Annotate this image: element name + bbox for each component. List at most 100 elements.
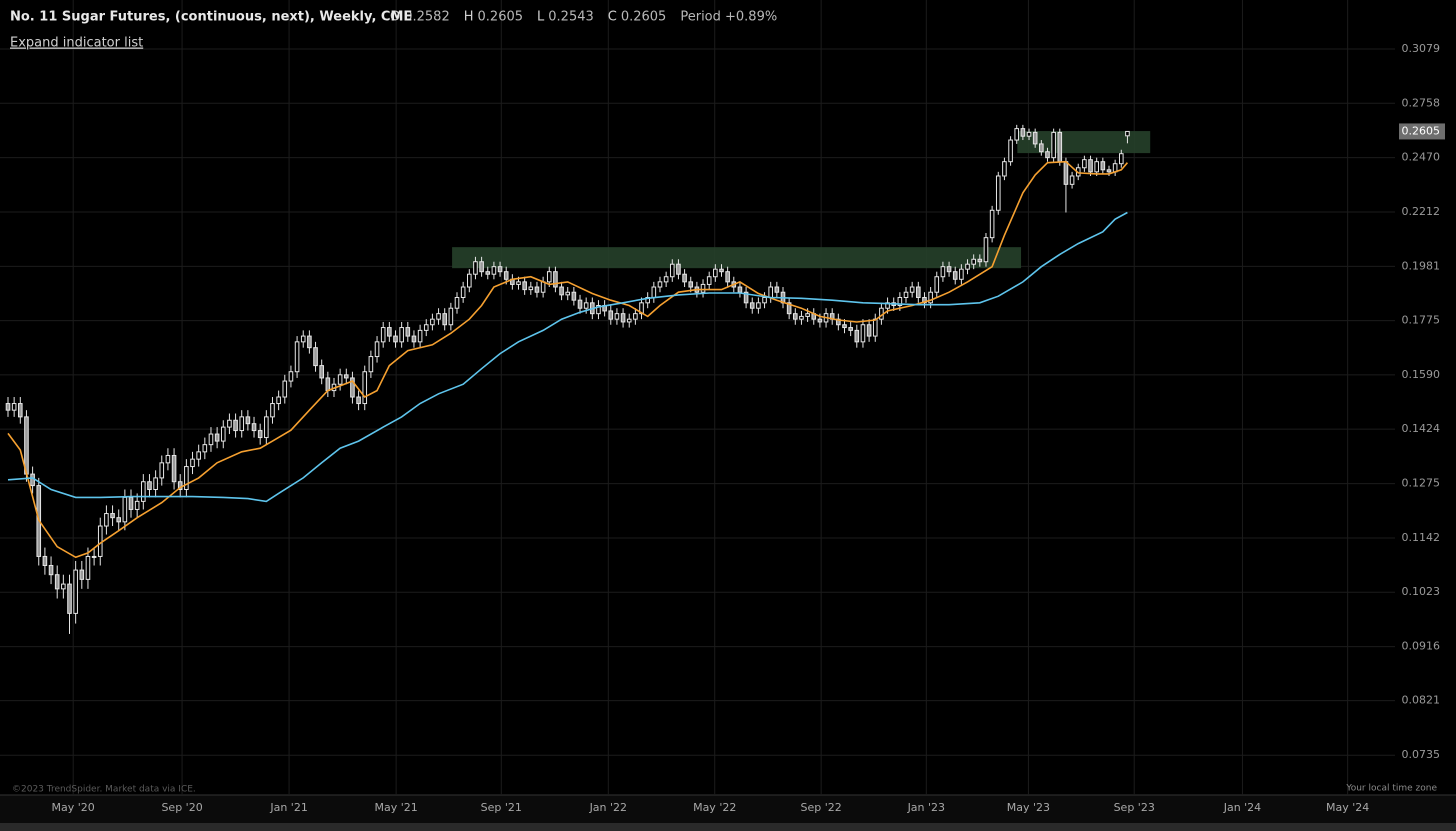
- candle-body: [1014, 128, 1020, 141]
- candle-body: [319, 365, 324, 379]
- y-tick-label: 0.2212: [1402, 205, 1441, 218]
- y-tick-label: 0.1023: [1402, 585, 1441, 598]
- candle-body: [565, 291, 571, 296]
- candle-body: [614, 313, 620, 320]
- copyright: ©2023 TrendSpider. Market data via ICE.: [12, 785, 196, 795]
- candle-body: [393, 335, 398, 343]
- candle-body: [700, 283, 706, 293]
- candle-body: [946, 266, 952, 273]
- candle-body: [546, 271, 552, 283]
- candle-body: [479, 261, 484, 273]
- y-tick-label: 0.1981: [1402, 259, 1441, 272]
- candle-body: [147, 481, 152, 490]
- candle-body: [190, 458, 195, 468]
- candle-body: [866, 324, 872, 337]
- candle-body: [399, 327, 404, 343]
- candle-body: [786, 302, 792, 315]
- candle-body: [1020, 128, 1026, 137]
- candle-body: [307, 335, 312, 349]
- candle-body: [1125, 130, 1130, 137]
- candle-body: [5, 403, 11, 411]
- x-tick-label: Sep '21: [481, 801, 522, 814]
- candle-body: [817, 318, 823, 323]
- candle-body: [854, 329, 860, 343]
- candle-body: [528, 286, 534, 291]
- ohlc-label: H: [464, 10, 474, 25]
- candle-body: [467, 273, 472, 288]
- candle-body: [61, 583, 66, 590]
- candle-body: [356, 396, 361, 405]
- candle-body: [737, 286, 743, 293]
- candle-body: [651, 286, 657, 299]
- candle-body: [706, 276, 712, 285]
- x-tick-label: May '21: [374, 801, 417, 814]
- y-tick-label: 0.0916: [1402, 640, 1441, 653]
- candle-body: [503, 271, 509, 280]
- x-tick-label: Jan '23: [907, 801, 945, 814]
- candle-body: [805, 313, 810, 317]
- candle-body: [995, 175, 1001, 211]
- x-tick-label: Jan '24: [1223, 801, 1261, 814]
- candle-body: [165, 454, 171, 464]
- x-tick-label: Jan '21: [269, 801, 307, 814]
- candle-body: [952, 271, 958, 280]
- chart-title: No. 11 Sugar Futures, (continuous, next)…: [10, 10, 412, 25]
- candle-body: [294, 341, 300, 373]
- candle-body: [774, 286, 780, 293]
- candle-body: [657, 281, 663, 288]
- candle-body: [1100, 161, 1106, 171]
- candle-body: [989, 209, 995, 239]
- x-tick-label: Jan '22: [589, 801, 627, 814]
- candle-body: [799, 315, 804, 320]
- candle-body: [153, 477, 158, 490]
- candle-body: [1008, 139, 1013, 163]
- candle-body: [688, 281, 694, 288]
- candle-body: [214, 433, 220, 442]
- candle-body: [208, 433, 214, 446]
- candle-body: [633, 313, 638, 320]
- candle-body: [762, 297, 767, 304]
- candle-body: [122, 496, 128, 523]
- candle-body: [842, 324, 847, 329]
- ohlc-label: C: [608, 10, 617, 25]
- candle-body: [916, 286, 921, 299]
- candle-body: [663, 276, 669, 283]
- candle-body: [1039, 143, 1044, 153]
- candle-body: [1032, 131, 1038, 145]
- candle-body: [196, 451, 201, 460]
- candle-body: [768, 286, 773, 299]
- candle-body: [1106, 169, 1112, 173]
- candle-body: [251, 423, 257, 432]
- candle-body: [836, 318, 841, 326]
- candle-body: [368, 356, 374, 373]
- candle-body: [239, 416, 245, 432]
- zones: [452, 131, 1151, 269]
- candle-body: [473, 261, 478, 275]
- ohlc-value: 0.2543: [548, 10, 594, 25]
- candle-body: [1051, 131, 1056, 159]
- y-tick-label: 0.1275: [1402, 477, 1441, 490]
- candle-body: [860, 324, 866, 343]
- candle-body: [171, 454, 177, 483]
- candle-body: [571, 291, 577, 301]
- candle-body: [282, 380, 288, 398]
- candle-body: [583, 302, 589, 309]
- candle-body: [17, 403, 23, 418]
- candle-body: [454, 297, 460, 309]
- x-tick-label: Sep '20: [161, 801, 202, 814]
- candle-body: [534, 286, 540, 293]
- candle-body: [577, 299, 583, 309]
- candle-body: [749, 302, 755, 309]
- y-tick-label: 0.2758: [1402, 96, 1441, 109]
- candle-body: [405, 327, 411, 337]
- expand-indicator-link[interactable]: Expand indicator list: [10, 36, 143, 51]
- candle-body: [1026, 131, 1032, 137]
- candle-body: [134, 500, 140, 510]
- candle-body: [1088, 159, 1093, 173]
- candle-body: [608, 310, 614, 320]
- candle-body: [423, 324, 429, 331]
- candle-body: [792, 313, 798, 320]
- candle-body: [934, 276, 940, 293]
- candle-body: [48, 564, 54, 576]
